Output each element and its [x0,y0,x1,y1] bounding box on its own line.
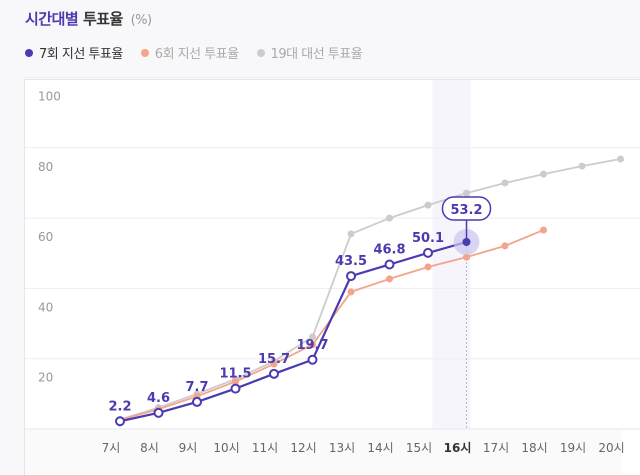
legend-label: 6회 지선 투표율 [154,47,239,62]
data-point[interactable] [424,201,432,209]
x-tick-label: 14시 [367,441,393,455]
series-line-1 [119,229,544,421]
data-value-label: 50.1 [412,231,444,246]
data-value-label: 43.5 [335,254,367,269]
legend-dot-icon [140,48,149,57]
x-tick-label: 17시 [483,441,509,455]
data-point[interactable] [309,333,316,341]
series-line-0 [119,240,467,423]
legend-item-2[interactable]: 19대 대선 투표율 [256,43,363,62]
data-value-label: 15.7 [258,352,290,367]
legend-label: 7회 지선 투표율 [39,47,123,62]
data-value-label: 46.8 [373,242,405,257]
legend-item-0[interactable]: 7회 지선 투표율 [25,43,123,62]
data-value-label: 4.6 [147,391,170,406]
data-point[interactable] [384,259,395,270]
data-point[interactable] [540,226,547,234]
title-accent: 시간대별 [25,10,79,28]
x-tick-label: 19시 [560,441,586,455]
data-point[interactable] [501,242,509,250]
legend-dot-icon [25,48,33,57]
data-point[interactable] [386,214,393,222]
chart-title: 시간대별 투표율 (%) [25,8,152,29]
data-point[interactable] [540,170,547,178]
x-tick-label: 10시 [213,441,239,455]
data-point[interactable] [153,407,164,418]
x-tick-label: 18시 [521,441,547,455]
data-point[interactable] [463,189,470,197]
data-point[interactable] [501,179,509,187]
data-point[interactable] [232,378,239,386]
legend-dot-icon [256,48,265,57]
y-tick-label: 40 [38,300,53,314]
x-tick-label: 12시 [290,441,316,455]
x-tick-label: 16시 [444,441,472,455]
x-tick-label: 15시 [406,441,432,455]
data-point[interactable] [269,368,279,379]
data-point[interactable] [463,253,470,261]
data-point[interactable] [423,247,433,258]
legend-label: 19대 대선 투표율 [270,47,363,62]
y-tick-label: 100 [38,90,61,104]
x-axis-area [25,430,622,474]
title-unit: (%) [130,13,153,28]
data-point[interactable] [347,230,355,238]
y-tick-label: 60 [38,230,53,244]
legend-item-1[interactable]: 6회 지선 투표율 [140,43,239,62]
x-tick-label: 7시 [102,441,121,455]
tooltip-value: 53.2 [450,203,482,218]
data-point[interactable] [617,155,624,163]
data-point[interactable] [307,354,318,365]
data-point[interactable] [115,416,125,427]
title-main: 투표율 [82,10,123,28]
x-tick-label: 20시 [598,441,624,455]
data-point[interactable] [346,271,356,282]
y-tick-label: 80 [38,160,53,174]
data-point[interactable] [347,288,355,296]
data-point[interactable] [424,263,432,271]
x-tick-label: 8시 [140,441,159,455]
tooltip-box [441,196,492,221]
x-tick-label: 9시 [179,441,198,455]
y-tick-label: 20 [38,371,53,385]
series-line-2 [119,158,621,421]
data-value-label: 2.2 [108,399,131,414]
data-point[interactable] [386,275,393,283]
data-point[interactable] [192,396,202,407]
x-tick-label: 11시 [252,441,278,455]
x-tick-label: 13시 [329,441,355,455]
data-point[interactable] [230,383,241,394]
legend: 7회 지선 투표율 6회 지선 투표율 19대 대선 투표율 [25,43,363,62]
chart-area [24,79,640,475]
data-point[interactable] [578,162,586,170]
data-point[interactable] [309,341,316,349]
data-value-label: 7.7 [185,380,208,395]
data-value-label: 19.7 [296,338,328,353]
data-point[interactable] [270,360,278,368]
data-value-label: 11.5 [219,367,251,382]
